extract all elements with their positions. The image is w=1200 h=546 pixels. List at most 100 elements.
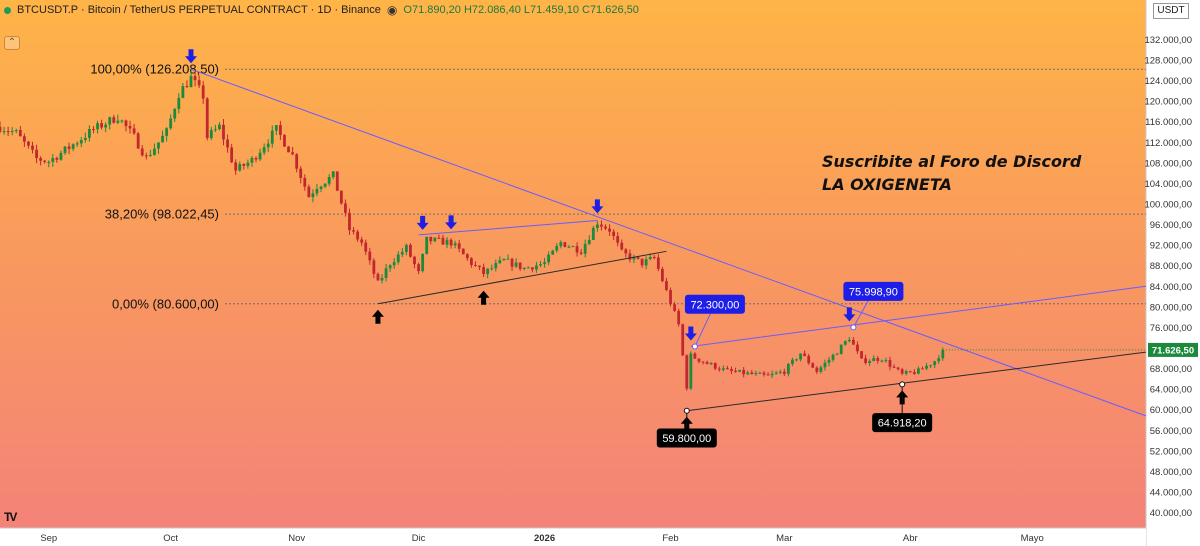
candle[interactable] [230, 147, 234, 163]
candle[interactable] [506, 258, 510, 260]
candle[interactable] [0, 126, 2, 132]
candle[interactable] [665, 281, 668, 291]
candle[interactable] [218, 124, 221, 130]
candle[interactable] [730, 369, 733, 371]
candle[interactable] [815, 367, 819, 372]
candle[interactable] [583, 243, 587, 254]
candle[interactable] [92, 129, 95, 131]
candle[interactable] [51, 158, 55, 162]
candle[interactable] [762, 372, 766, 375]
price-callout-box[interactable] [843, 281, 904, 301]
candle[interactable] [624, 249, 628, 254]
candle[interactable] [705, 362, 709, 364]
candle[interactable] [478, 265, 481, 268]
candle[interactable] [530, 267, 534, 270]
candle[interactable] [10, 131, 14, 133]
candle[interactable] [819, 367, 823, 372]
candle[interactable] [738, 369, 742, 372]
candle[interactable] [482, 267, 485, 275]
candle[interactable] [307, 186, 311, 198]
candle[interactable] [604, 226, 607, 229]
candle[interactable] [144, 155, 148, 157]
candle[interactable] [409, 244, 412, 257]
candle[interactable] [750, 372, 754, 375]
candle[interactable] [937, 358, 941, 362]
candle[interactable] [778, 371, 782, 373]
candle[interactable] [254, 157, 258, 160]
candle[interactable] [494, 263, 498, 269]
candle[interactable] [388, 265, 392, 269]
candle[interactable] [205, 98, 209, 139]
candle[interactable] [157, 142, 160, 149]
candle[interactable] [372, 260, 376, 274]
candle[interactable] [880, 360, 884, 362]
candle[interactable] [433, 237, 437, 242]
candle[interactable] [238, 164, 242, 171]
candle[interactable] [774, 372, 778, 374]
candle[interactable] [71, 144, 75, 149]
candle[interactable] [181, 86, 185, 98]
candle[interactable] [327, 177, 331, 184]
candle[interactable] [348, 212, 351, 231]
candle[interactable] [18, 130, 22, 137]
candle[interactable] [120, 120, 124, 122]
candle[interactable] [636, 256, 640, 259]
candle[interactable] [652, 257, 656, 259]
candle[interactable] [689, 353, 693, 389]
candle[interactable] [726, 368, 729, 370]
candle[interactable] [673, 304, 676, 311]
candle[interactable] [746, 372, 750, 375]
candle[interactable] [742, 369, 746, 375]
candle[interactable] [165, 128, 169, 136]
candle[interactable] [522, 267, 526, 269]
candle[interactable] [644, 259, 648, 266]
candle[interactable] [55, 158, 59, 160]
candle[interactable] [786, 363, 790, 374]
candle[interactable] [173, 109, 177, 119]
candle[interactable] [161, 135, 164, 143]
candle[interactable] [67, 146, 71, 149]
candle[interactable] [287, 146, 290, 153]
candle[interactable] [201, 85, 205, 99]
candle[interactable] [27, 141, 30, 146]
candle[interactable] [185, 86, 189, 88]
candle[interactable] [339, 190, 343, 204]
candle[interactable] [445, 239, 449, 245]
candle[interactable] [721, 368, 725, 370]
candle[interactable] [709, 363, 713, 365]
candle[interactable] [929, 365, 933, 367]
candle[interactable] [311, 193, 315, 198]
candle[interactable] [404, 244, 408, 252]
candle[interactable] [112, 117, 116, 123]
candle[interactable] [299, 168, 303, 178]
candle[interactable] [498, 260, 502, 264]
candle[interactable] [900, 369, 904, 374]
candle[interactable] [510, 258, 514, 267]
candle[interactable] [213, 129, 217, 131]
chevron-up-icon[interactable]: ⌃ [4, 36, 20, 50]
candle[interactable] [697, 358, 701, 362]
candle[interactable] [559, 242, 563, 247]
candle[interactable] [258, 152, 262, 160]
currency-selector[interactable]: USDT [1153, 3, 1189, 19]
candle[interactable] [595, 224, 599, 228]
candle[interactable] [563, 242, 567, 247]
candle[interactable] [782, 371, 786, 374]
candle[interactable] [303, 177, 307, 187]
candle[interactable] [364, 242, 368, 252]
candle[interactable] [795, 359, 798, 361]
candle[interactable] [860, 351, 863, 359]
candle[interactable] [823, 362, 827, 368]
candle[interactable] [843, 341, 847, 345]
candle[interactable] [189, 76, 193, 88]
candle[interactable] [888, 360, 892, 367]
time-axis[interactable] [0, 528, 1146, 546]
candle[interactable] [295, 154, 299, 169]
candle[interactable] [43, 160, 47, 162]
candle[interactable] [839, 344, 843, 354]
candle[interactable] [96, 123, 99, 130]
candle[interactable] [384, 268, 388, 278]
candle[interactable] [701, 361, 705, 363]
candle[interactable] [579, 252, 583, 254]
